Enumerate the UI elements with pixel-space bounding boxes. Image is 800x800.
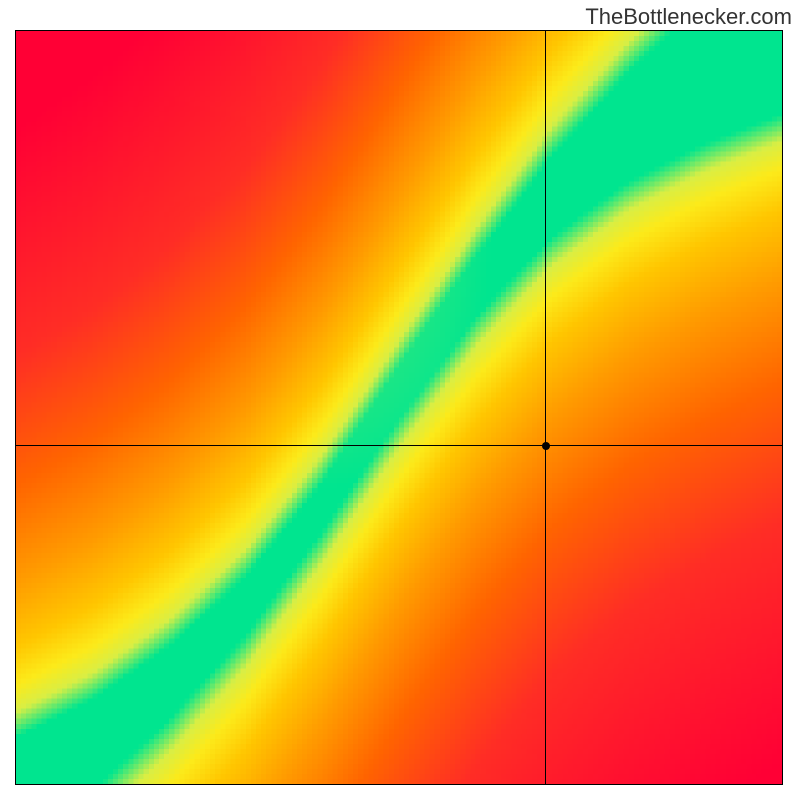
crosshair-horizontal: [16, 445, 782, 446]
crosshair-marker: [541, 441, 551, 451]
heatmap-canvas: [16, 31, 782, 784]
watermark-text: TheBottlenecker.com: [585, 4, 792, 30]
crosshair-vertical: [545, 31, 546, 784]
heatmap-plot: [15, 30, 783, 785]
